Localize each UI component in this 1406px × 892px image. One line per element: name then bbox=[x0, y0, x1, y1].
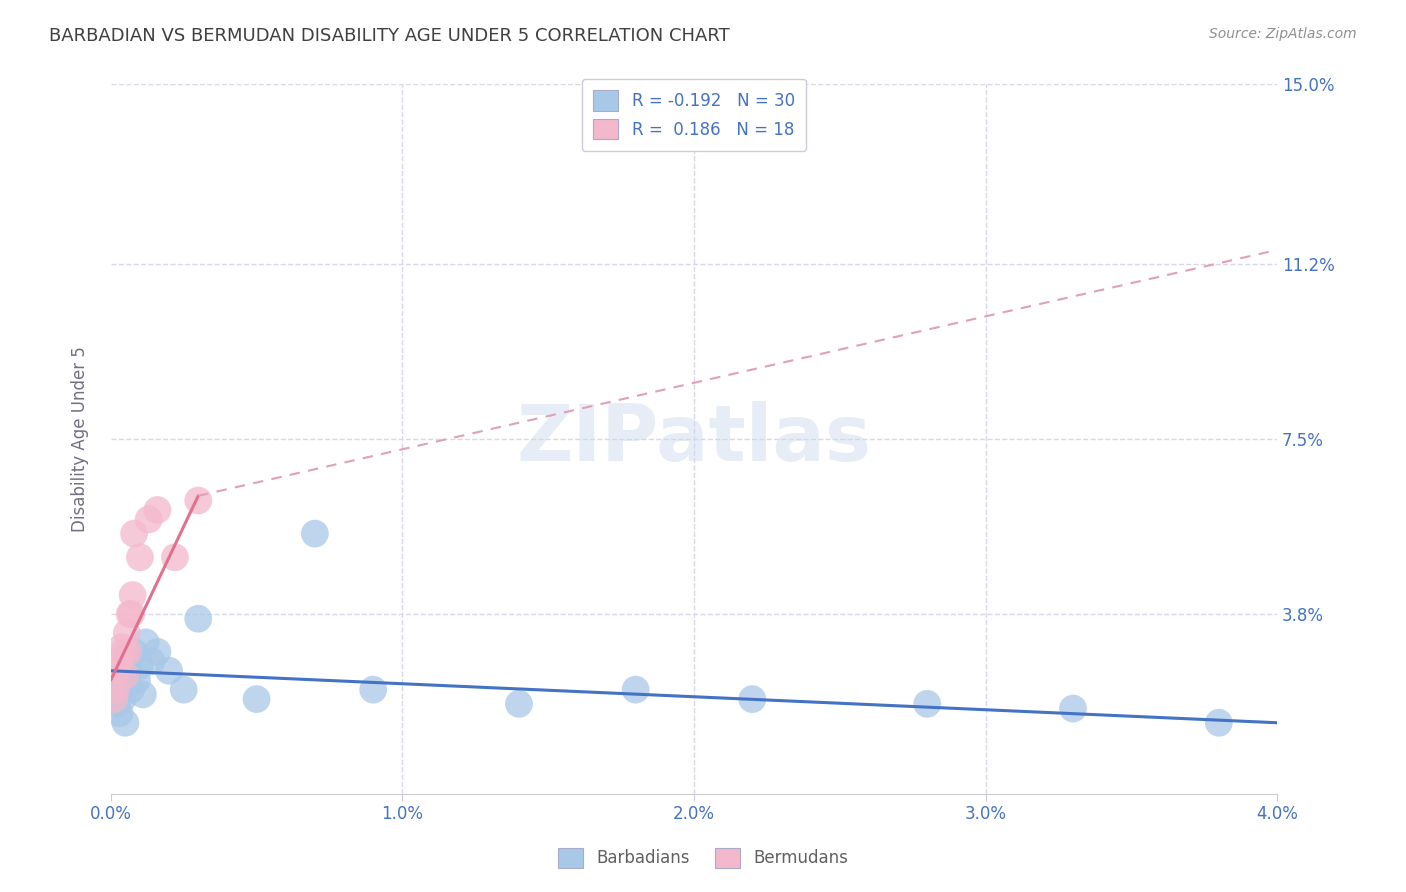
Point bbox=[122, 526, 145, 541]
Point bbox=[105, 682, 128, 697]
Point bbox=[121, 588, 143, 602]
Point bbox=[108, 654, 131, 668]
Point bbox=[120, 682, 142, 697]
Point bbox=[117, 664, 139, 678]
Point bbox=[624, 682, 647, 697]
Legend: Barbadians, Bermudans: Barbadians, Bermudans bbox=[551, 841, 855, 875]
Point bbox=[114, 668, 136, 682]
Point bbox=[118, 654, 141, 668]
Point bbox=[163, 550, 186, 565]
Point bbox=[125, 673, 148, 688]
Point bbox=[1208, 715, 1230, 730]
Point bbox=[187, 493, 209, 508]
Point bbox=[245, 692, 267, 706]
Point bbox=[173, 682, 195, 697]
Point bbox=[111, 640, 134, 654]
Point bbox=[118, 607, 141, 621]
Point bbox=[1062, 701, 1084, 715]
Point bbox=[361, 682, 384, 697]
Point bbox=[108, 706, 131, 721]
Point bbox=[146, 645, 169, 659]
Point bbox=[104, 682, 127, 697]
Point bbox=[122, 645, 145, 659]
Point bbox=[129, 659, 152, 673]
Point bbox=[112, 645, 135, 659]
Point bbox=[115, 626, 138, 640]
Point bbox=[132, 687, 155, 701]
Text: BARBADIAN VS BERMUDAN DISABILITY AGE UNDER 5 CORRELATION CHART: BARBADIAN VS BERMUDAN DISABILITY AGE UND… bbox=[49, 27, 730, 45]
Point bbox=[138, 512, 160, 526]
Point bbox=[304, 526, 326, 541]
Text: ZIPatlas: ZIPatlas bbox=[516, 401, 872, 477]
Point bbox=[187, 612, 209, 626]
Point bbox=[146, 503, 169, 517]
Point bbox=[135, 635, 157, 649]
Point bbox=[105, 697, 128, 711]
Point bbox=[112, 668, 135, 682]
Point bbox=[141, 654, 163, 668]
Point bbox=[741, 692, 763, 706]
Point bbox=[508, 697, 530, 711]
Point bbox=[105, 664, 128, 678]
Point bbox=[129, 550, 152, 565]
Y-axis label: Disability Age Under 5: Disability Age Under 5 bbox=[72, 346, 89, 532]
Point bbox=[103, 692, 125, 706]
Point bbox=[110, 678, 132, 692]
Legend: R = -0.192   N = 30, R =  0.186   N = 18: R = -0.192 N = 30, R = 0.186 N = 18 bbox=[582, 78, 807, 151]
Text: Source: ZipAtlas.com: Source: ZipAtlas.com bbox=[1209, 27, 1357, 41]
Point bbox=[157, 664, 180, 678]
Point bbox=[114, 715, 136, 730]
Point bbox=[915, 697, 938, 711]
Point bbox=[117, 645, 139, 659]
Point bbox=[120, 607, 142, 621]
Point bbox=[107, 687, 129, 701]
Point bbox=[111, 692, 134, 706]
